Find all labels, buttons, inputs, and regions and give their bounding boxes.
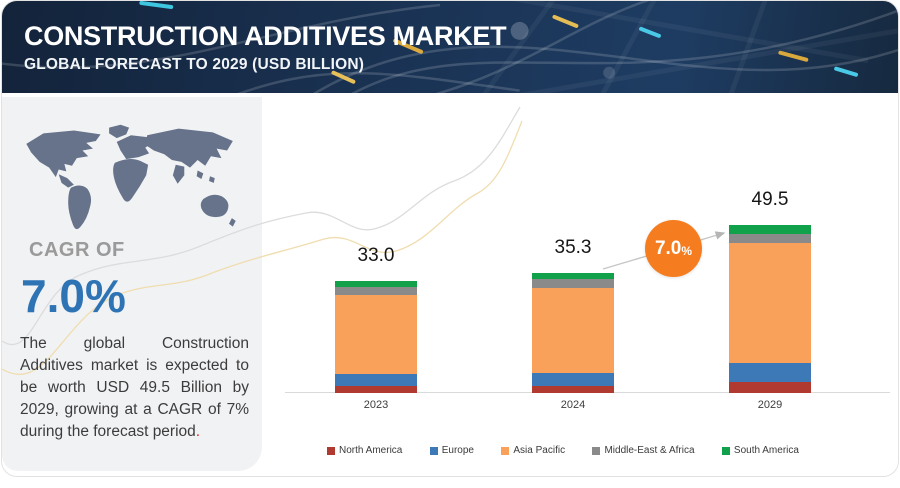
- bar-segment-asia-pacific: [532, 288, 614, 373]
- bar-segment-north-america: [729, 381, 811, 393]
- bar-segment-asia-pacific: [729, 243, 811, 364]
- bar-segment-europe: [335, 373, 417, 386]
- bar-segment-middle-east-africa: [532, 279, 614, 289]
- cagr-callout-value: 7.0: [654, 237, 682, 259]
- legend-label: North America: [339, 445, 403, 456]
- bar-value-label: 33.0: [357, 244, 395, 266]
- bar-segment-asia-pacific: [335, 295, 417, 374]
- bar-segment-south-america: [532, 273, 614, 280]
- legend-label: Asia Pacific: [513, 445, 566, 456]
- bar-segment-europe: [532, 372, 614, 386]
- bar-segment-north-america: [532, 385, 614, 393]
- chart-legend: North America Europe Asia Pacific Middle-Ea…: [327, 445, 799, 456]
- x-axis-label: 2029: [757, 399, 783, 411]
- network-lines-decoration: [2, 1, 898, 93]
- legend-item-middle-east-africa: Middle-East & Africa: [592, 445, 695, 456]
- stacked-bar-2024: [532, 273, 614, 393]
- stacked-bar-2023: [335, 280, 417, 393]
- infographic-card: CONSTRUCTION ADDITIVES MARKET GLOBAL FOR…: [1, 0, 899, 477]
- cagr-callout-badge: 7.0%: [645, 220, 702, 277]
- bar-segment-south-america: [729, 224, 811, 235]
- legend-swatch: [592, 446, 601, 455]
- legend-item-europe: Europe: [429, 445, 474, 456]
- x-axis-label: 2024: [560, 399, 586, 411]
- legend-item-south-america: South America: [721, 445, 799, 456]
- bar-value-label: 35.3: [554, 237, 592, 259]
- bar-segment-middle-east-africa: [335, 287, 417, 296]
- legend-label: Middle-East & Africa: [604, 445, 695, 456]
- bar-segment-europe: [729, 363, 811, 382]
- legend-label: South America: [733, 445, 799, 456]
- bar-segment-middle-east-africa: [729, 234, 811, 244]
- legend-swatch: [721, 446, 730, 455]
- legend-item-asia-pacific: Asia Pacific: [501, 445, 565, 456]
- header-banner: CONSTRUCTION ADDITIVES MARKET GLOBAL FOR…: [2, 1, 898, 93]
- legend-swatch: [429, 446, 438, 455]
- x-axis-label: 2023: [363, 399, 389, 411]
- bar-segment-north-america: [335, 385, 417, 393]
- page-title: CONSTRUCTION ADDITIVES MARKET: [24, 21, 507, 51]
- legend-swatch: [501, 446, 510, 455]
- legend-label: Europe: [441, 445, 474, 456]
- legend-swatch: [327, 446, 335, 455]
- market-description-period: .: [195, 423, 201, 440]
- cagr-callout-percent: %: [681, 244, 693, 258]
- legend-item-north-america: North America: [327, 445, 402, 456]
- stacked-bar-2029: [729, 224, 811, 393]
- page-subtitle: GLOBAL FORECAST TO 2029 (USD BILLION): [24, 56, 365, 73]
- bar-value-label: 49.5: [751, 188, 789, 210]
